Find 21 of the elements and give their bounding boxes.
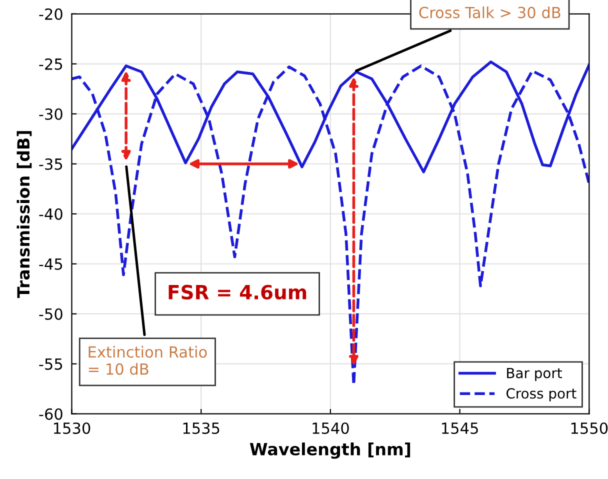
y-tick-label: -45 bbox=[39, 258, 62, 270]
x-tick-label: 1535 bbox=[183, 422, 220, 434]
x-tick-label: 1545 bbox=[442, 422, 478, 434]
legend-label: Cross port bbox=[506, 388, 576, 402]
y-tick-label: -35 bbox=[39, 158, 62, 170]
x-tick-label: 1550 bbox=[571, 422, 608, 434]
y-tick-label: -30 bbox=[39, 108, 62, 120]
x-tick-label: 1540 bbox=[312, 422, 349, 434]
y-tick-label: -55 bbox=[39, 358, 62, 370]
x-axis-title: Wavelength [nm] bbox=[250, 442, 410, 459]
y-tick-label: -60 bbox=[39, 408, 62, 420]
y-tick-label: -40 bbox=[39, 208, 62, 220]
legend-label: Bar port bbox=[507, 368, 562, 381]
y-tick-label: -20 bbox=[39, 8, 62, 20]
annotation: FSR = 4.6um bbox=[168, 284, 306, 300]
y-tick-label: -25 bbox=[39, 58, 62, 70]
annotation: Cross Talk > 30 dB bbox=[419, 6, 560, 18]
y-axis-title: Transmission [dB] bbox=[16, 131, 32, 298]
y-tick-label: -50 bbox=[39, 308, 62, 320]
annotation: Extinction Ratio = 10 dB bbox=[88, 346, 207, 375]
x-tick-label: 1530 bbox=[54, 422, 90, 434]
